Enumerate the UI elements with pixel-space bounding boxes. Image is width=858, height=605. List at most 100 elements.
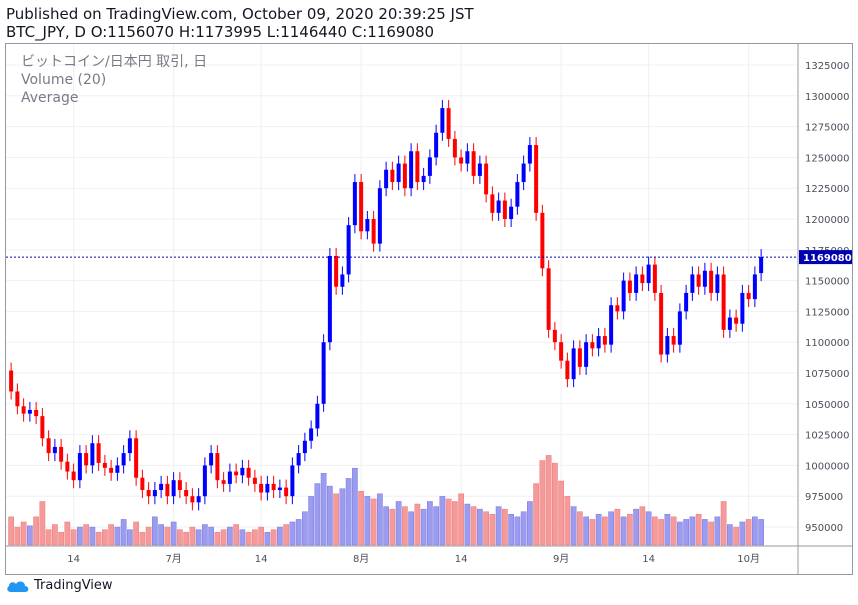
volume-bar	[245, 531, 252, 546]
candle-body	[759, 257, 764, 274]
candle-body	[184, 490, 189, 497]
candle-body	[340, 274, 345, 287]
candle-body	[621, 280, 626, 312]
volume-bar	[64, 521, 71, 546]
candle-body	[202, 465, 207, 497]
candle-body	[271, 483, 276, 491]
candle-body	[446, 108, 451, 139]
volume-bar	[127, 529, 133, 546]
candle-body	[377, 188, 382, 244]
volume-bar	[645, 511, 652, 546]
candlestick-chart[interactable]: 1325000 1300000 1275000 1250000 1225000 12000…	[6, 44, 852, 574]
y-tick-label: 1325000	[805, 61, 850, 72]
candle-body	[596, 336, 601, 349]
volume-bar	[220, 529, 227, 546]
y-tick-label: 1025000	[805, 431, 850, 442]
volume-bar	[33, 516, 39, 546]
candle-body	[409, 151, 414, 189]
candle-body	[152, 490, 157, 497]
candle-body	[59, 446, 64, 462]
candle-body	[159, 483, 164, 491]
candle-body	[259, 483, 264, 493]
y-tick-label: 1250000	[805, 153, 850, 164]
candle-body	[690, 274, 695, 293]
candle-body	[721, 274, 726, 330]
volume-bar	[258, 526, 264, 546]
candle-body	[665, 336, 670, 355]
candle-body	[71, 471, 76, 481]
candle-body	[240, 467, 245, 476]
candle-body	[227, 471, 232, 484]
candle-body	[646, 264, 651, 284]
volume-bar	[164, 526, 171, 546]
volume-bar	[208, 526, 214, 546]
candle-body	[584, 342, 589, 367]
volume-bar	[670, 516, 677, 546]
candle-body	[396, 163, 401, 183]
volume-bar	[52, 524, 58, 546]
candle-body	[77, 453, 82, 481]
candle-body	[40, 416, 45, 439]
volume-bar	[395, 501, 402, 546]
volume-bar	[408, 511, 414, 546]
legend-symbol: ビットコイン/日本円 取引, 日	[21, 54, 208, 70]
candle-body	[590, 342, 595, 349]
volume-bar	[389, 508, 396, 546]
y-tick-label: 1150000	[805, 277, 850, 288]
volume-bar	[652, 516, 658, 546]
volume-bar	[658, 519, 664, 546]
volume-bar	[20, 521, 27, 546]
volume-bar	[364, 496, 371, 546]
volume-bar	[589, 519, 596, 546]
candle-body	[484, 163, 489, 195]
candle-body	[577, 348, 582, 367]
candle-body	[434, 132, 439, 158]
volume-bar	[370, 498, 377, 546]
y-tick-label: 1300000	[805, 92, 850, 103]
volume-bar	[202, 524, 208, 546]
volume-bar	[58, 531, 64, 546]
volume-bar	[27, 525, 33, 546]
volume-bar	[289, 521, 296, 546]
volume-bar	[145, 526, 152, 546]
x-tick-label: 8月	[353, 553, 369, 565]
y-tick-label: 1050000	[805, 400, 850, 411]
volume-bar	[664, 514, 671, 546]
volume-bar	[414, 503, 421, 546]
candle-body	[302, 440, 307, 454]
candle-body	[209, 453, 214, 466]
volume-bar	[339, 488, 346, 546]
volume-bar	[745, 519, 752, 546]
volume-bar	[552, 462, 558, 546]
volume-bar	[752, 516, 758, 546]
candle-body	[27, 409, 32, 414]
candle-body	[471, 151, 476, 176]
candle-body	[190, 496, 195, 503]
volume-bar	[614, 508, 621, 546]
candle-body	[140, 477, 145, 491]
tradingview-logo[interactable]: TradingView	[6, 578, 113, 593]
volume-bar	[114, 526, 121, 546]
volume-bar	[358, 490, 364, 546]
candle-body	[534, 145, 539, 213]
volume-bar	[720, 501, 727, 546]
volume-bar	[239, 529, 246, 546]
volume-bar	[189, 526, 196, 546]
volume-bar	[427, 501, 433, 546]
legend-average: Average	[21, 90, 79, 106]
volume-bar	[327, 485, 333, 546]
candle-body	[390, 169, 395, 183]
volume-bar	[439, 496, 446, 546]
volume-bar	[489, 514, 496, 546]
candle-body	[634, 274, 639, 293]
volume-bar	[152, 516, 158, 546]
volume-bar	[77, 526, 83, 546]
volume-bar	[170, 521, 177, 546]
candle-body	[652, 264, 657, 293]
volume-bar	[620, 516, 627, 546]
candle-body	[371, 219, 376, 244]
volume-bar	[602, 516, 608, 546]
volume-bar	[570, 506, 577, 546]
candle-body	[121, 453, 126, 466]
volume-bar	[214, 531, 221, 546]
